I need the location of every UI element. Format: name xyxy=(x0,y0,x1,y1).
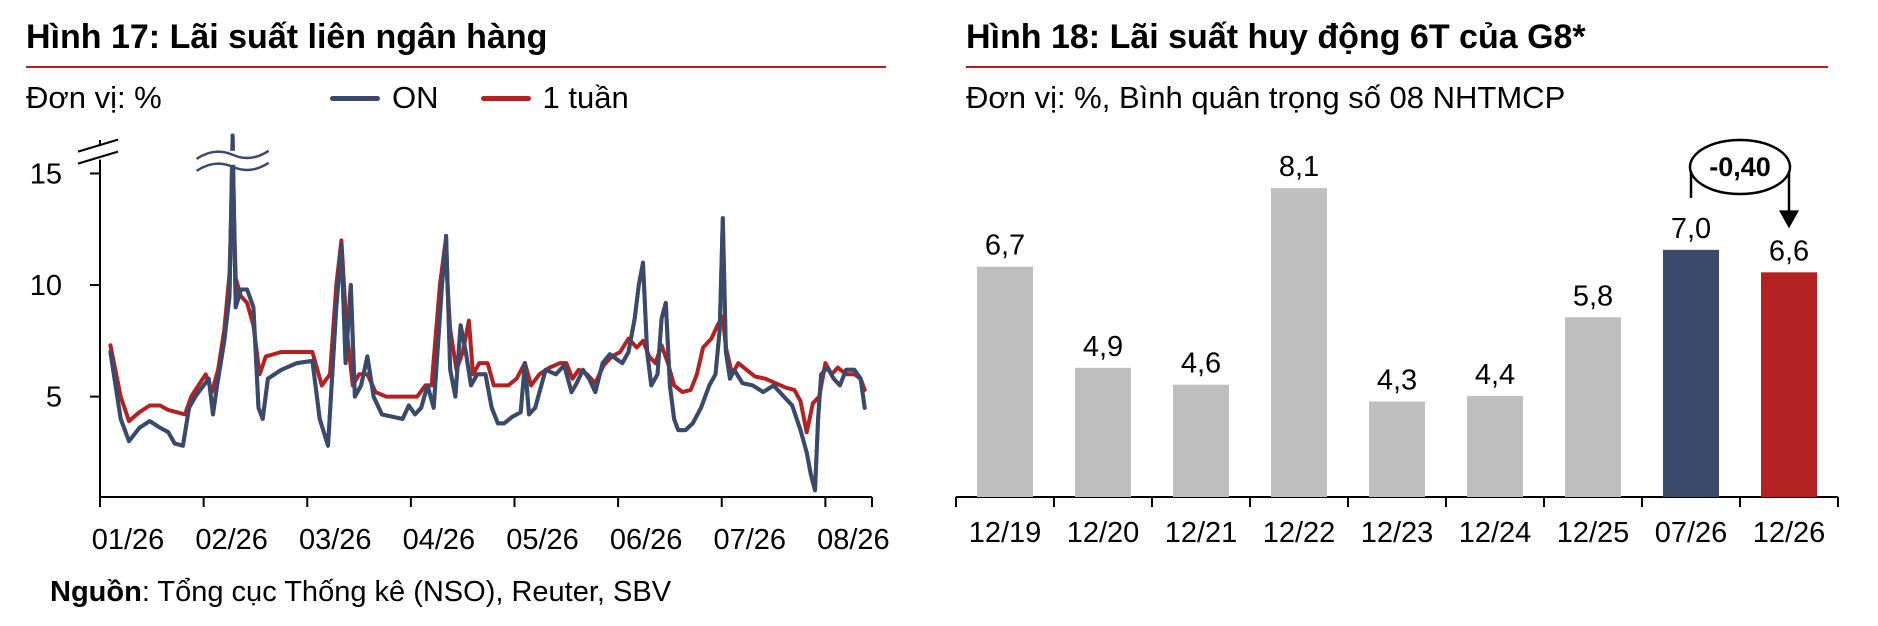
right-unit-label: Đơn vị: %, Bình quân trọng số 08 NHTMCP xyxy=(966,80,1566,115)
bar-value-label: 4,4 xyxy=(1475,359,1515,391)
x-tick-label: 03/26 xyxy=(299,524,372,556)
y-axis-break-mark xyxy=(77,150,119,165)
bar-category-label: 12/22 xyxy=(1263,517,1336,549)
right-panel: Hình 18: Lãi suất huy động 6T của G8* Đơ… xyxy=(940,0,1878,626)
line-chart: 5 10 15 01/26 02/26 03/26 04/26 05/26 06/26 07/26… xyxy=(30,133,890,556)
right-title-rule xyxy=(966,66,1828,68)
bar-category-label: 12/23 xyxy=(1361,517,1434,549)
bar-chart: 6,7 12/19 4,9 12/20 4,6 12/21 8,1 12/22 4,3 12/23… xyxy=(955,138,1839,549)
legend-item-on: ON xyxy=(330,80,439,116)
bar-value-label: 8,1 xyxy=(1279,151,1319,183)
annotation-bubble xyxy=(1688,138,1792,196)
left-unit-label: Đơn vị: % xyxy=(26,80,162,115)
bar-12-25 xyxy=(1565,317,1621,497)
left-panel: Hình 17: Lãi suất liên ngân hàng Đơn vị:… xyxy=(26,18,890,609)
bar-12-19 xyxy=(977,266,1033,497)
bar-category-label: 12/19 xyxy=(969,517,1042,549)
bar-value-label: 4,3 xyxy=(1377,365,1417,397)
x-tick-label: 07/26 xyxy=(713,524,786,556)
annotation-text: -0,40 xyxy=(1709,152,1771,182)
peak-break-gap xyxy=(196,150,269,165)
x-tick-label: 02/26 xyxy=(195,524,268,556)
y-tick-label: 15 xyxy=(30,158,62,190)
y-tick-label: 5 xyxy=(46,382,62,414)
source-note: Nguồn: Tổng cục Thống kê (NSO), Reuter, … xyxy=(50,576,671,609)
left-legend: ON 1 tuần xyxy=(330,80,671,116)
bar-07-26 xyxy=(1663,249,1719,497)
y-axis-break-mark xyxy=(77,138,119,153)
bar-value-label: 6,7 xyxy=(985,230,1025,262)
bar-value-label: 7,0 xyxy=(1671,213,1711,245)
source-label: Nguồn xyxy=(50,576,142,608)
bar-value-label: 5,8 xyxy=(1573,280,1613,312)
bar-value-label: 4,9 xyxy=(1083,331,1123,363)
bar-category-label: 12/25 xyxy=(1557,517,1630,549)
bar-category-label: 12/26 xyxy=(1753,517,1826,549)
bar-category-label: 07/26 xyxy=(1655,517,1728,549)
bar-category-label: 12/20 xyxy=(1067,517,1140,549)
peak-break-mark xyxy=(195,149,270,160)
bar-category-label: 12/21 xyxy=(1165,517,1238,549)
bar-12-22 xyxy=(1271,188,1327,498)
x-tick-label: 04/26 xyxy=(403,524,476,556)
left-chart-title: Hình 17: Lãi suất liên ngân hàng xyxy=(26,18,548,56)
peak-break-mark xyxy=(195,161,270,172)
bar-value-label: 4,6 xyxy=(1181,348,1221,380)
bar-12-23 xyxy=(1369,401,1425,497)
legend-swatch-1-tuan xyxy=(480,95,531,101)
series-line-on xyxy=(108,133,867,493)
bar-12-21 xyxy=(1173,384,1229,497)
bar-value-label: 6,6 xyxy=(1769,235,1809,267)
left-title-rule xyxy=(26,66,886,68)
legend-label-on: ON xyxy=(392,80,439,115)
series-line-on-overlay xyxy=(108,133,867,493)
x-tick-label: 01/26 xyxy=(92,524,165,556)
x-tick-label: 05/26 xyxy=(506,524,579,556)
bar-category-label: 12/24 xyxy=(1459,517,1532,549)
annotation-arrowhead xyxy=(1779,210,1799,229)
source-text: : Tổng cục Thống kê (NSO), Reuter, SBV xyxy=(141,576,672,608)
x-tick-label: 06/26 xyxy=(610,524,683,556)
legend-item-1-tuan: 1 tuần xyxy=(480,80,629,116)
legend-swatch-on xyxy=(330,95,380,101)
legend-label-1-tuan: 1 tuần xyxy=(542,80,629,115)
bar-12-26 xyxy=(1761,272,1817,497)
y-tick-label: 10 xyxy=(30,270,62,302)
bar-12-20 xyxy=(1075,367,1131,497)
y-axis-break-gap xyxy=(82,145,118,160)
x-tick-label: 08/26 xyxy=(817,524,890,556)
bar-12-24 xyxy=(1467,395,1523,497)
right-chart-title: Hình 18: Lãi suất huy động 6T của G8* xyxy=(966,18,1586,56)
